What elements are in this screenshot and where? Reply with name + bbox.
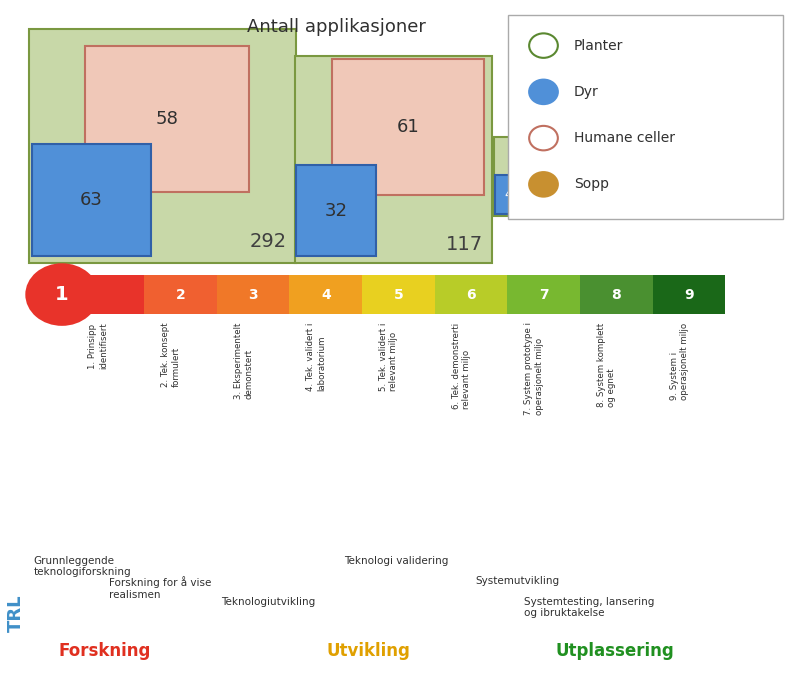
FancyBboxPatch shape: [362, 275, 434, 314]
Circle shape: [529, 126, 558, 150]
Text: 6: 6: [466, 288, 476, 302]
FancyBboxPatch shape: [507, 275, 580, 314]
Text: 2: 2: [176, 288, 186, 302]
Text: Teknologi validering: Teknologi validering: [344, 556, 449, 566]
Text: Teknologiutvikling: Teknologiutvikling: [221, 596, 315, 607]
Text: 1: 1: [55, 285, 69, 304]
Circle shape: [26, 263, 98, 326]
FancyBboxPatch shape: [71, 275, 144, 314]
Circle shape: [626, 176, 652, 197]
FancyBboxPatch shape: [580, 275, 653, 314]
Text: Forskning for å vise
realismen: Forskning for å vise realismen: [109, 576, 211, 600]
Text: 7. System prototype i
operasjonelt miljo: 7. System prototype i operasjonelt miljo: [524, 322, 544, 415]
Text: Humane celler: Humane celler: [574, 131, 674, 145]
FancyBboxPatch shape: [217, 275, 290, 314]
FancyBboxPatch shape: [495, 175, 521, 214]
Text: 5. Tek. validert i
relevant miljo: 5. Tek. validert i relevant miljo: [379, 322, 398, 391]
Text: Forskning: Forskning: [59, 642, 151, 660]
Text: 8: 8: [611, 288, 621, 302]
Text: 32: 32: [325, 201, 348, 219]
FancyBboxPatch shape: [653, 275, 726, 314]
Text: 16: 16: [528, 194, 546, 208]
Text: Antall applikasjoner: Antall applikasjoner: [246, 18, 426, 36]
Text: Grunnleggende
teknologiforskning: Grunnleggende teknologiforskning: [34, 556, 131, 577]
Text: 3. Eksperimentelt
demonstert: 3. Eksperimentelt demonstert: [234, 322, 253, 399]
Text: TRL: TRL: [6, 595, 25, 632]
Text: Dyr: Dyr: [574, 85, 598, 99]
Text: 7: 7: [539, 288, 549, 302]
Text: 4: 4: [321, 288, 330, 302]
Text: 1: 1: [613, 171, 619, 181]
Text: 117: 117: [446, 235, 483, 253]
Circle shape: [578, 174, 607, 199]
Text: 1: 1: [658, 172, 664, 182]
Text: 3: 3: [248, 288, 258, 302]
Text: 292: 292: [250, 232, 286, 251]
Text: 8. System komplett
og egnet: 8. System komplett og egnet: [597, 322, 616, 406]
Text: 5: 5: [394, 288, 403, 302]
FancyBboxPatch shape: [434, 275, 507, 314]
Text: Planter: Planter: [574, 39, 623, 53]
Text: Utplassering: Utplassering: [556, 642, 674, 660]
Text: Systemtesting, lansering
og ibruktakelse: Systemtesting, lansering og ibruktakelse: [523, 596, 654, 618]
Circle shape: [529, 33, 558, 58]
Text: 4. Tek. validert i
laboratorium: 4. Tek. validert i laboratorium: [306, 322, 326, 391]
FancyBboxPatch shape: [290, 275, 362, 314]
Text: Utvikling: Utvikling: [326, 642, 410, 660]
Text: 1. Prinsipp
identifisert: 1. Prinsipp identifisert: [89, 322, 108, 370]
Text: 9: 9: [684, 288, 694, 302]
FancyBboxPatch shape: [32, 144, 151, 257]
Text: Systemutvikling: Systemutvikling: [476, 576, 560, 586]
FancyBboxPatch shape: [508, 15, 782, 219]
Text: 61: 61: [397, 118, 419, 136]
Text: 2. Tek. konsept
formulert: 2. Tek. konsept formulert: [161, 322, 181, 387]
Text: 58: 58: [155, 110, 178, 128]
FancyBboxPatch shape: [144, 275, 217, 314]
FancyBboxPatch shape: [296, 165, 376, 257]
Text: 4: 4: [504, 188, 512, 201]
Circle shape: [529, 80, 558, 104]
FancyBboxPatch shape: [294, 56, 493, 263]
FancyBboxPatch shape: [494, 137, 580, 216]
FancyBboxPatch shape: [332, 59, 484, 195]
Text: 6. Tek. demonstrerti
relevant miljo: 6. Tek. demonstrerti relevant miljo: [452, 322, 471, 408]
Text: 63: 63: [80, 191, 103, 210]
Text: 9. System i
operasjonelt miljo: 9. System i operasjonelt miljo: [670, 322, 689, 400]
Circle shape: [529, 172, 558, 197]
FancyBboxPatch shape: [85, 46, 249, 192]
FancyBboxPatch shape: [30, 29, 296, 263]
Text: Sopp: Sopp: [574, 178, 609, 191]
